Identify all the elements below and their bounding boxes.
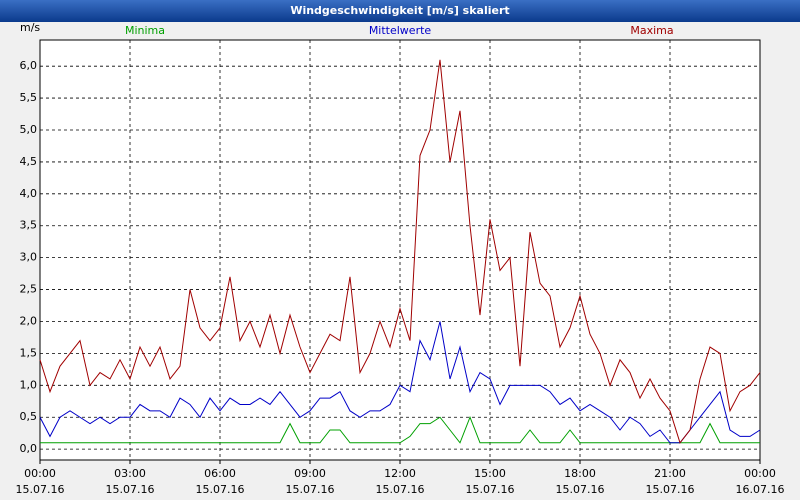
series-line [39, 321, 761, 444]
y-tick-label: 1,0 [20, 378, 38, 391]
chart: m/s 0,0 0,5 1,0 1,5 2,0 2,5 3,0 3,5 4,0 4,5 5,0 5,5 6… [16, 22, 785, 496]
x-tick-label: 12:00 [384, 467, 416, 480]
x-tick-date: 15.07.16 [286, 483, 335, 496]
x-tick-date: 15.07.16 [196, 483, 245, 496]
y-tick-label: 6,0 [20, 59, 38, 72]
legend-label: Maxima [630, 24, 673, 37]
x-tick-label: 18:00 [564, 467, 596, 480]
legend-label: Mittelwerte [369, 24, 432, 37]
x-tick-date: 15.07.16 [376, 483, 425, 496]
x-tick-date: 15.07.16 [466, 483, 515, 496]
x-tick-label: 21:00 [654, 467, 686, 480]
x-tick-label: 00:00 [24, 467, 56, 480]
y-tick-label: 3,5 [20, 219, 38, 232]
x-tick-label: 09:00 [294, 467, 326, 480]
x-tick-date: 15.07.16 [556, 483, 605, 496]
y-tick-label: 4,5 [20, 155, 38, 168]
y-unit: m/s [20, 22, 40, 34]
y-tick-label: 5,5 [20, 91, 38, 104]
x-tick-label: 06:00 [204, 467, 236, 480]
title-bar: Windgeschwindigkeit [m/s] skaliert [0, 0, 800, 22]
x-tick-date: 15.07.16 [16, 483, 65, 496]
y-tick-label: 1,5 [20, 346, 38, 359]
x-tick-date: 16.07.16 [736, 483, 785, 496]
x-tick-label: 03:00 [114, 467, 146, 480]
y-tick-label: 2,5 [20, 283, 38, 296]
x-tick-label: 00:00 [744, 467, 776, 480]
series-line [39, 59, 761, 444]
y-tick-label: 2,0 [20, 314, 38, 327]
y-tick-label: 3,0 [20, 251, 38, 264]
legend-label: Minima [125, 24, 165, 37]
x-tick-label: 15:00 [474, 467, 506, 480]
y-tick-label: 0,5 [20, 410, 38, 423]
y-tick-label: 5,0 [20, 123, 38, 136]
series-line [40, 415, 760, 444]
y-tick-label: 4,0 [20, 187, 38, 200]
x-tick-date: 15.07.16 [106, 483, 155, 496]
x-tick-date: 15.07.16 [646, 483, 695, 496]
y-tick-label: 0,0 [20, 442, 38, 455]
